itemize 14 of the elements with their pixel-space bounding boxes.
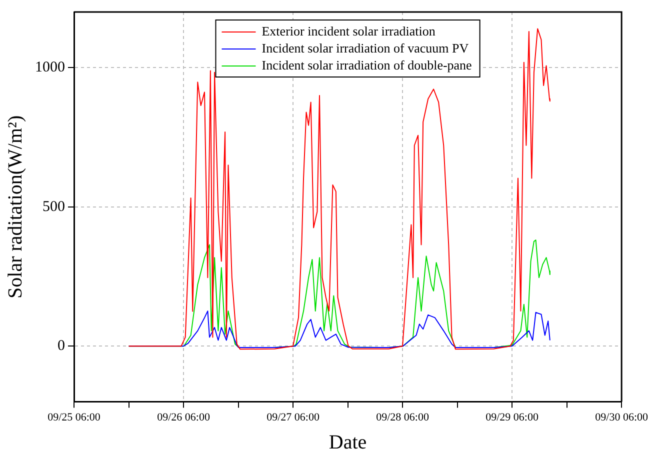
- legend-label: Incident solar irradiation of double-pane: [262, 57, 472, 72]
- x-tick-label: 09/27 06:00: [266, 411, 320, 424]
- y-tick-label: 500: [42, 198, 65, 215]
- x-tick-label: 09/25 06:00: [48, 411, 101, 424]
- legend-label: Incident solar irradiation of vacuum PV: [262, 40, 470, 56]
- legend-label: Exterior incident solar irradiation: [262, 23, 436, 38]
- x-tick-label: 09/28 06:00: [376, 411, 430, 424]
- x-tick-label: 09/26 06:00: [157, 411, 210, 424]
- y-tick-label: 1000: [35, 60, 65, 76]
- x-tick-label: 09/30 06:00: [595, 411, 648, 424]
- y-tick-label: 0: [58, 338, 65, 354]
- x-tick-label: 09/29 06:00: [486, 411, 539, 424]
- x-axis-title: Date: [328, 431, 367, 454]
- y-axis-title: Solar raditation(W/m²): [4, 115, 26, 298]
